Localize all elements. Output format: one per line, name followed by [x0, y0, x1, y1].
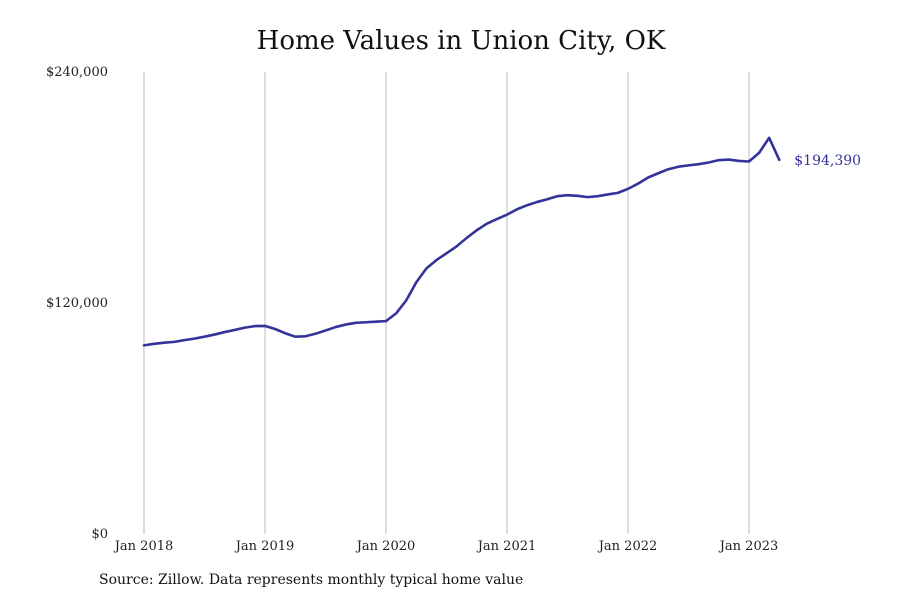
x-tick-label: Jan 2020	[355, 539, 416, 554]
series-layer: $194,390	[142, 136, 861, 347]
y-axis-ticks: $0 $120,000 $240,000	[46, 65, 108, 542]
x-tick-label: Jan 2021	[476, 539, 537, 554]
x-axis-ticks: Jan 2018 Jan 2019 Jan 2020 Jan 2021 Jan 2022…	[113, 539, 779, 554]
end-value-label: $194,390	[794, 153, 861, 169]
chart-title: Home Values in Union City, OK	[256, 26, 666, 56]
x-tick-label: Jan 2018	[113, 539, 174, 554]
y-tick-label: $0	[91, 527, 108, 542]
source-note: Source: Zillow. Data represents monthly …	[99, 572, 524, 588]
x-tick-label: Jan 2022	[597, 539, 658, 554]
x-tick-label: Jan 2019	[234, 539, 295, 554]
y-tick-label: $120,000	[46, 296, 108, 311]
series-line	[142, 136, 781, 347]
x-tick-label: Jan 2023	[718, 539, 779, 554]
y-tick-label: $240,000	[46, 65, 108, 80]
gridlines	[143, 72, 750, 534]
